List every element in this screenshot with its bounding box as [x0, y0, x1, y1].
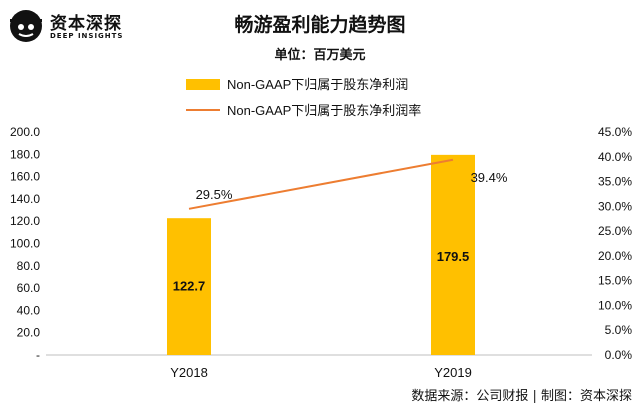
- x-tick-label: Y2019: [434, 365, 472, 380]
- brand-name: 资本深探: [50, 14, 122, 34]
- y-right-tick-label: 20.0%: [598, 249, 632, 263]
- y-left-tick-label: 80.0: [17, 259, 41, 273]
- y-right-tick-label: 0.0%: [605, 348, 633, 362]
- y-right-tick-label: 15.0%: [598, 274, 632, 288]
- x-tick-label: Y2018: [170, 365, 208, 380]
- y-right-tick-label: 45.0%: [598, 125, 632, 139]
- y-left-tick-label: -: [36, 348, 40, 362]
- y-left-tick-label: 120.0: [10, 214, 40, 228]
- y-left-tick-label: 140.0: [10, 192, 40, 206]
- y-right-tick-label: 35.0%: [598, 175, 632, 189]
- legend-swatch-bar: [186, 79, 220, 90]
- y-left-tick-label: 180.0: [10, 147, 40, 161]
- y-right-tick-label: 40.0%: [598, 150, 632, 164]
- bar: [167, 218, 211, 355]
- series-line: [188, 158, 454, 210]
- y-right-tick-label: 25.0%: [598, 224, 632, 238]
- source-note: 数据来源：公司财报 | 制图：资本深探: [411, 389, 632, 404]
- bar: [431, 154, 475, 355]
- chart-title: 畅游盈利能力趋势图: [234, 14, 406, 36]
- bar-data-label: 122.7: [173, 279, 206, 294]
- y-right-tick-label: 5.0%: [605, 323, 633, 337]
- y-left-tick-label: 160.0: [10, 170, 40, 184]
- line-data-label: 39.4%: [471, 170, 508, 185]
- detective-icon: [10, 10, 42, 42]
- line-data-label: 29.5%: [196, 187, 233, 202]
- bar-data-label: 179.5: [437, 249, 470, 264]
- brand-logo: 资本深探 DEEP INSIGHTS: [6, 4, 146, 46]
- legend-label-line: Non-GAAP下归属于股东净利润率: [227, 103, 421, 118]
- y-left-tick-label: 100.0: [10, 237, 40, 251]
- y-left-tick-label: 200.0: [10, 125, 40, 139]
- y-left-tick-label: 60.0: [17, 281, 41, 295]
- brand-subtitle: DEEP INSIGHTS: [50, 32, 124, 40]
- y-left-tick-label: 40.0: [17, 303, 41, 317]
- legend-label-bar: Non-GAAP下归属于股东净利润: [227, 77, 408, 92]
- chart-subtitle: 单位：百万美元: [274, 48, 366, 63]
- y-right-tick-label: 10.0%: [598, 298, 632, 312]
- y-right-tick-label: 30.0%: [598, 199, 632, 213]
- y-left-tick-label: 20.0: [17, 326, 41, 340]
